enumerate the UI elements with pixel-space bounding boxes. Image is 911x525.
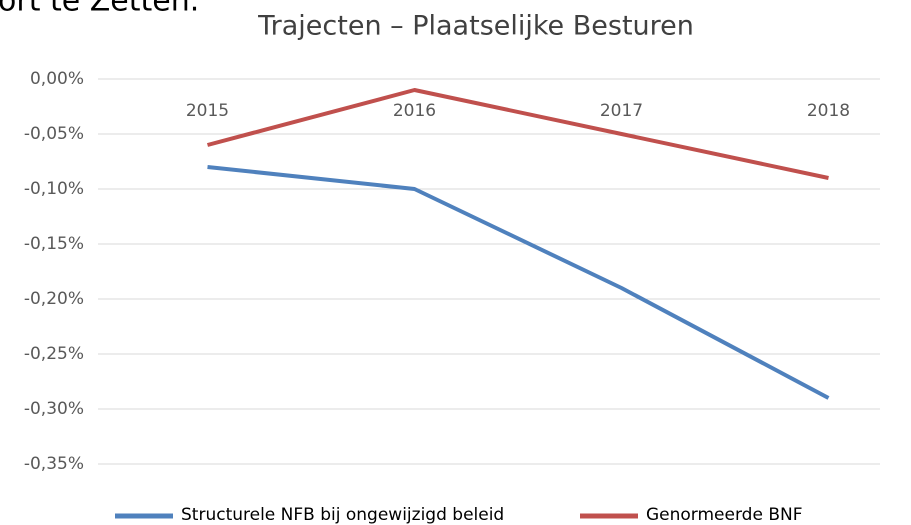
y-tick-label: -0,10% — [24, 179, 84, 199]
legend-label: Structurele NFB bij ongewijzigd beleid — [181, 505, 504, 525]
y-tick-label: -0,05% — [24, 124, 84, 144]
y-tick-label: -0,20% — [24, 289, 84, 309]
x-tick-label: 2018 — [807, 101, 850, 121]
y-tick-label: -0,35% — [24, 454, 84, 474]
legend-label: Genormeerde BNF — [646, 505, 802, 525]
y-tick-label: -0,30% — [24, 399, 84, 419]
line-series — [207, 165, 830, 400]
y-tick-label: -0,15% — [24, 234, 84, 254]
chart-title: Trajecten – Plaatselijke Besturen — [257, 11, 694, 42]
header-fragment: ort te Zetten. — [0, 0, 199, 19]
x-tick-label: 2016 — [393, 101, 436, 121]
y-tick-label: 0,00% — [30, 69, 84, 89]
x-tick-label: 2017 — [600, 101, 643, 121]
x-tick-label: 2015 — [186, 101, 229, 121]
y-tick-label: -0,25% — [24, 344, 84, 364]
line-series — [206, 88, 829, 180]
